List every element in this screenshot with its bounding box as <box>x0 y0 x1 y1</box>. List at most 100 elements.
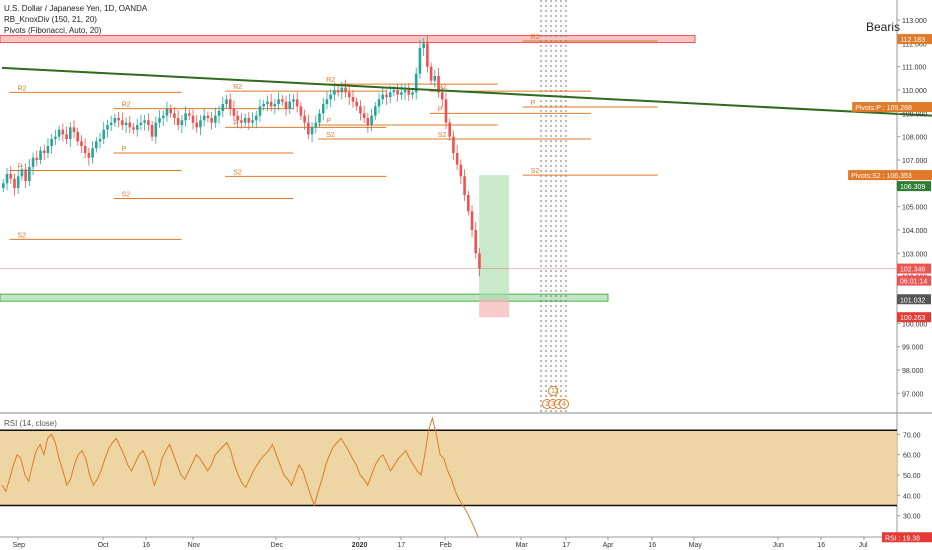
pivot-label-p: P <box>326 118 331 125</box>
candle-body <box>344 87 347 93</box>
candle-body <box>24 169 27 181</box>
candle-body <box>57 129 61 137</box>
candle-body <box>273 104 277 107</box>
candle-body <box>191 115 195 123</box>
price-badge-text: 06:01:14 <box>900 279 927 286</box>
pivot-label-s2: S2 <box>531 168 540 175</box>
candle-body <box>180 120 184 125</box>
candle-body <box>76 132 79 142</box>
candle-body <box>169 108 172 114</box>
candle-body <box>106 125 109 130</box>
candle-body <box>95 141 98 149</box>
candle-body <box>359 106 362 114</box>
candle-body <box>35 157 39 160</box>
price-axis[interactable]: 113.000 112.000 111.000 110.000 109.000 108.0… <box>848 18 932 398</box>
bar-count-number: 4 <box>557 401 561 408</box>
time-tick-label: Oct <box>98 542 109 549</box>
candle-body <box>206 115 210 118</box>
candle-body <box>437 76 440 93</box>
candle-body <box>478 253 481 269</box>
candle-body <box>236 115 239 121</box>
candle-body <box>414 73 418 93</box>
candle-body <box>258 106 262 116</box>
reward-zone <box>479 175 510 300</box>
price-tick-label: 112.000 <box>902 41 927 48</box>
candle-body <box>117 118 120 121</box>
price-badge <box>897 294 931 305</box>
candle-body <box>377 99 381 107</box>
price-badge <box>848 170 932 181</box>
candle-body <box>210 118 213 123</box>
candle-body <box>355 101 358 107</box>
candle-body <box>288 101 292 109</box>
candle-body <box>307 122 310 135</box>
price-tick-label: 110.000 <box>902 88 927 95</box>
price-tick-label: 113.000 <box>902 18 927 25</box>
candle-body <box>150 125 154 137</box>
time-tick-label: Dec <box>271 542 284 549</box>
candle-body <box>407 90 411 95</box>
price-tick-label: 97.000 <box>902 391 924 398</box>
candle-body <box>109 122 113 125</box>
time-tick-label: Sep <box>13 542 26 549</box>
price-tick-label: 100.000 <box>902 321 927 328</box>
price-tick-label: 104.000 <box>902 228 927 235</box>
candle-body <box>240 120 243 123</box>
candle-body <box>243 118 247 123</box>
bar-count-circle <box>559 399 569 409</box>
candle-body <box>281 99 284 102</box>
rsi-badge-text: RSI : 19.38 <box>885 535 920 542</box>
candle-body <box>113 118 117 123</box>
pivot-label-r2: R2 <box>17 85 26 92</box>
pivot-label-s2: S2 <box>122 192 131 199</box>
price-badge <box>897 275 931 286</box>
price-badge-text: Pivots:S2 : 106.353 <box>851 173 912 180</box>
candle-body <box>61 129 65 135</box>
candle-body <box>448 122 451 137</box>
time-tick-label: Mar <box>516 542 529 549</box>
pivot-label-r2: R2 <box>531 34 540 41</box>
bar-count-number: 12 <box>551 388 559 395</box>
price-badge-text: 102.346 <box>900 267 925 274</box>
candle-body <box>42 150 46 153</box>
candle-body <box>467 195 470 212</box>
legend-indicator-knoxdiv: RB_KnoxDiv (150, 21, 20) <box>4 15 97 24</box>
candle-body <box>325 99 329 104</box>
rsi-band <box>0 430 897 506</box>
candle-body <box>31 157 35 167</box>
candle-body <box>366 118 370 125</box>
candle-body <box>455 153 459 165</box>
time-tick-label: 16 <box>648 542 656 549</box>
time-tick-label: Jun <box>773 542 784 549</box>
time-axis[interactable]: Sep Oct 16 Nov Dec 2020 17 Feb Mar 17 Apr 16 May Jun 1… <box>13 537 868 549</box>
candle-body <box>9 174 13 179</box>
candle-body <box>340 87 344 93</box>
time-tick-label: Jul <box>859 542 868 549</box>
candle-body <box>132 127 135 130</box>
price-badge <box>897 312 931 323</box>
bar-count-number: 4 <box>562 401 566 408</box>
candle-body <box>418 48 422 74</box>
candle-body <box>422 43 425 48</box>
candle-body <box>429 66 433 81</box>
support-zone <box>0 293 609 302</box>
candle-body <box>124 122 128 125</box>
time-tick-label: 17 <box>397 542 405 549</box>
price-badge <box>852 102 932 113</box>
price-badge-text: 106.309 <box>900 184 925 191</box>
candle-body <box>400 92 403 95</box>
price-tick-label: 111.000 <box>902 65 926 72</box>
rsi-pane[interactable]: 70.00 60.00 50.00 40.00 30.00 RSI : 19.38 <box>0 416 932 543</box>
candle-body <box>214 115 217 123</box>
price-badge <box>897 34 932 45</box>
legend-indicator-pivots: Pivots (Fibonacci, Auto, 20) <box>4 26 102 35</box>
candle-body <box>411 92 414 95</box>
candle-body <box>396 90 399 95</box>
candle-body <box>314 122 318 128</box>
candle-body <box>351 97 355 102</box>
candle-body <box>54 136 57 139</box>
candle-body <box>433 76 437 81</box>
time-tick-label: Apr <box>603 542 615 549</box>
